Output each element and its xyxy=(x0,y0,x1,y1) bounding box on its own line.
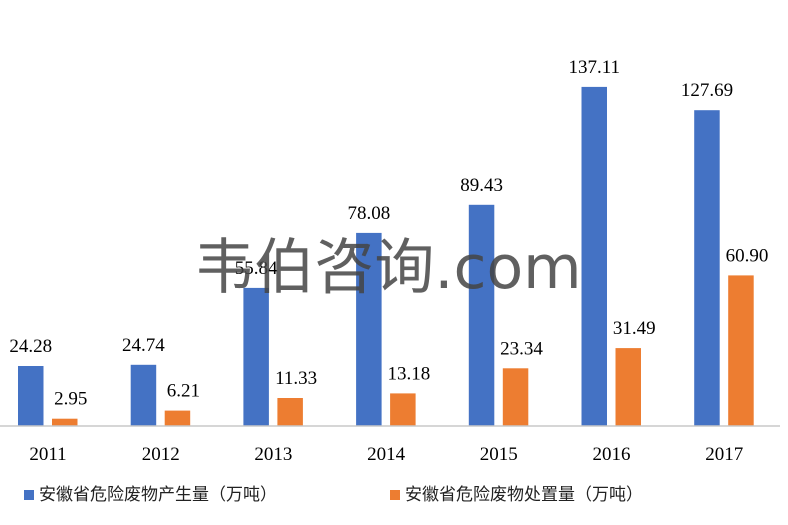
bar-disposed-2011 xyxy=(52,418,78,426)
value-label-disposed-2012: 6.21 xyxy=(167,381,200,402)
value-label-generated-2011: 24.28 xyxy=(9,336,52,357)
bar-disposed-2015 xyxy=(502,368,529,426)
value-label-generated-2016: 137.11 xyxy=(569,57,621,78)
x-tick-label-2013: 2013 xyxy=(254,444,292,465)
x-tick-labels-group: 2011 2012 2013 2014 2015 2016 2017 xyxy=(29,444,743,465)
bar-generated-2012 xyxy=(130,364,157,426)
x-tick-label-2012: 2012 xyxy=(142,444,180,465)
value-label-generated-2017: 127.69 xyxy=(681,80,733,101)
watermark-text: 韦伯咨询.com xyxy=(194,233,581,303)
value-label-disposed-2013: 11.33 xyxy=(275,368,317,389)
x-tick-label-2017: 2017 xyxy=(705,444,743,465)
legend: 安徽省危险废物产生量（万吨） 安徽省危险废物处置量（万吨） xyxy=(24,485,643,505)
x-tick-label-2015: 2015 xyxy=(480,444,518,465)
bar-generated-2017 xyxy=(694,110,720,426)
value-label-generated-2013: 55.84 xyxy=(235,258,278,279)
value-label-disposed-2011: 2.95 xyxy=(54,389,87,410)
legend-label-generated: 安徽省危险废物产生量（万吨） xyxy=(39,485,277,505)
value-label-disposed-2015: 23.34 xyxy=(500,338,543,359)
value-label-generated-2015: 89.43 xyxy=(460,175,503,196)
bar-generated-2011 xyxy=(18,366,44,426)
bar-generated-2016 xyxy=(581,86,607,427)
bar-generated-2014 xyxy=(356,232,382,426)
x-tick-label-2011: 2011 xyxy=(29,444,66,465)
value-labels-group: 24.28 2.95 24.74 6.21 55.84 11.33 78.08 13.18 89… xyxy=(9,57,768,410)
value-label-disposed-2014: 13.18 xyxy=(388,363,431,384)
value-label-generated-2012: 24.74 xyxy=(122,335,165,356)
legend-label-disposed: 安徽省危险废物处置量（万吨） xyxy=(405,485,643,505)
bar-disposed-2017 xyxy=(728,275,754,426)
value-label-generated-2014: 78.08 xyxy=(348,203,391,224)
legend-swatch-generated xyxy=(24,490,34,500)
bar-disposed-2012 xyxy=(164,410,191,426)
value-label-disposed-2016: 31.49 xyxy=(613,318,656,339)
bar-generated-2015 xyxy=(468,204,495,426)
x-tick-label-2016: 2016 xyxy=(593,444,631,465)
bar-generated-2013 xyxy=(243,287,269,426)
bars-group xyxy=(18,86,754,427)
x-tick-label-2014: 2014 xyxy=(367,444,406,465)
bar-disposed-2016 xyxy=(615,348,641,426)
bar-disposed-2013 xyxy=(277,398,303,426)
value-label-disposed-2017: 60.90 xyxy=(726,245,769,266)
bar-disposed-2014 xyxy=(390,393,416,426)
legend-swatch-disposed xyxy=(390,490,400,500)
